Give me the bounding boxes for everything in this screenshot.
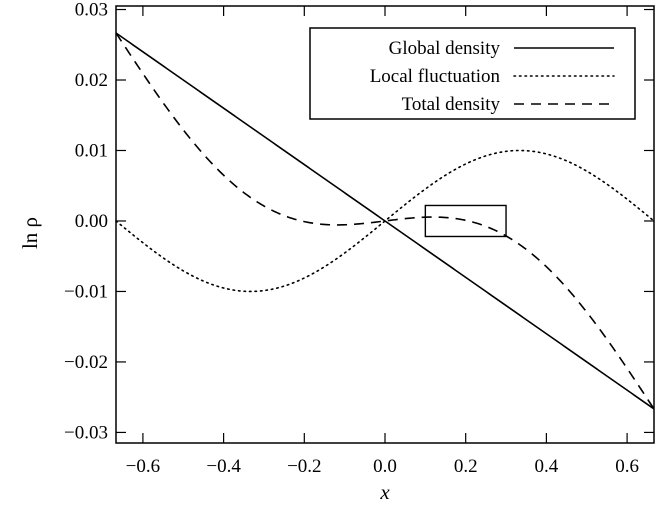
y-tick-label: 0.00	[75, 211, 108, 232]
x-tick-label: −0.6	[126, 456, 160, 477]
x-tick-label: −0.4	[206, 456, 241, 477]
y-tick-label: −0.03	[64, 422, 108, 443]
series-lines	[115, 32, 655, 410]
ticks: −0.6 −0.4 −0.2 0.0 0.2 0.4 0.6 0.03 0.02 0.01 0.00…	[64, 0, 654, 477]
highlight-rectangle	[424, 204, 507, 238]
y-tick-label: 0.01	[75, 140, 108, 161]
legend-frame	[309, 27, 636, 120]
legend-label: Total density	[402, 94, 501, 115]
y-tick-label: 0.02	[75, 70, 108, 91]
x-tick-label: 0.6	[615, 456, 639, 477]
x-axis-label: x	[379, 480, 390, 504]
annotation-box	[424, 204, 507, 238]
x-tick-label: 0.0	[373, 456, 397, 477]
local-fluctuation-line	[115, 149, 655, 293]
y-tick-label: 0.03	[75, 0, 108, 21]
legend-label: Local fluctuation	[370, 66, 501, 87]
legend-label: Global density	[389, 38, 501, 59]
x-tick-label: 0.2	[454, 456, 478, 477]
x-tick-label: −0.2	[287, 456, 321, 477]
y-tick-label: −0.01	[64, 281, 108, 302]
y-tick-label: −0.02	[64, 352, 108, 373]
x-tick-label: 0.4	[535, 456, 559, 477]
legend: Global density Local fluctuation Total den…	[309, 27, 636, 120]
y-axis-label: ln ρ	[18, 217, 42, 249]
